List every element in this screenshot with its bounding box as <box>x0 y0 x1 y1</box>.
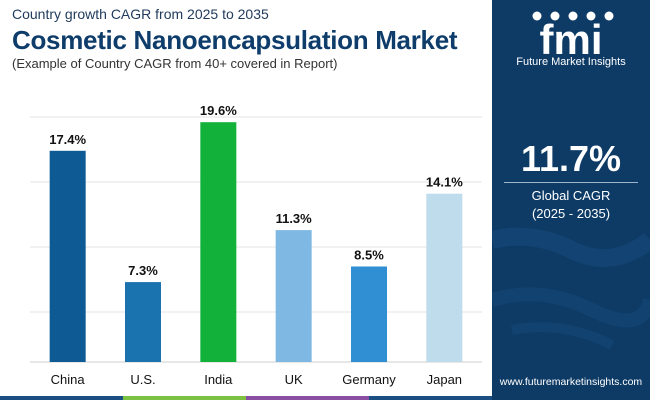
strip-segment <box>369 396 492 400</box>
logo-text: fmi <box>540 16 603 63</box>
bottom-color-strip <box>0 396 492 400</box>
bar-value-label: 19.6% <box>200 103 237 118</box>
bar-us <box>125 282 161 362</box>
strip-segment <box>123 396 246 400</box>
bar-uk <box>275 230 312 362</box>
category-label: Germany <box>342 372 396 387</box>
category-label: U.S. <box>130 372 155 387</box>
category-label: India <box>204 372 233 387</box>
bar-value-label: 11.3% <box>276 211 313 226</box>
bar-germany <box>351 266 387 362</box>
bar-value-label: 7.3% <box>128 263 158 278</box>
category-label: China <box>51 372 86 387</box>
category-label: UK <box>285 372 303 387</box>
page-title: Cosmetic Nanoencapsulation Market <box>12 25 458 55</box>
bar-value-label: 8.5% <box>354 248 384 263</box>
bar-japan <box>426 193 463 362</box>
header-note: (Example of Country CAGR from 40+ covere… <box>12 56 338 71</box>
bar-value-label: 17.4% <box>49 132 86 147</box>
global-cagr-label: Global CAGR <box>531 188 611 203</box>
logo-dot-icon <box>550 11 560 21</box>
strip-segment <box>0 396 123 400</box>
fmi-logo: fmi <box>532 11 614 63</box>
category-label: Japan <box>427 372 462 387</box>
panel-texture <box>492 227 650 350</box>
brand-tagline: Future Market Insights <box>516 56 626 68</box>
strip-segment <box>246 396 369 400</box>
global-cagr-value: 11.7% <box>520 138 622 179</box>
website-link[interactable]: www.futuremarketinsights.com <box>499 376 643 388</box>
logo-dot-icon <box>532 11 542 21</box>
logo-dot-icon <box>586 11 596 21</box>
header-subtitle: Country growth CAGR from 2025 to 2035 <box>12 6 269 22</box>
bar-chart: 17.4% China 7.3% U.S. 19.6% India 11.3% UK 8.5% G… <box>30 103 482 387</box>
global-cagr-period: (2025 - 2035) <box>531 206 611 221</box>
summary-panel: fmi Future Market Insights 11.7% Global … <box>492 0 650 400</box>
bar-india <box>200 122 237 362</box>
bar-value-label: 14.1% <box>426 175 463 190</box>
cagr-divider <box>504 182 638 183</box>
logo-dot-icon <box>568 11 578 21</box>
bar-china <box>49 150 86 362</box>
logo-dot-icon <box>604 11 614 21</box>
